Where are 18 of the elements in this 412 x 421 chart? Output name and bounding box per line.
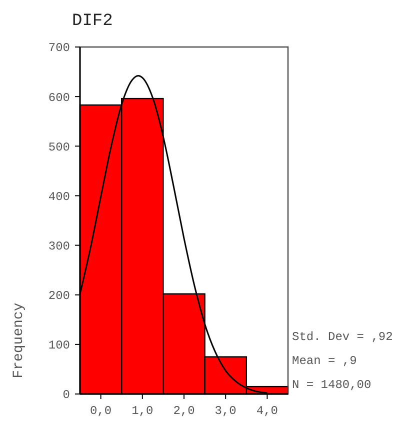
y-tick-label: 600: [48, 90, 70, 105]
text: Std. Dev = ,92: [292, 330, 393, 344]
y-axis-title: Frequency: [11, 302, 27, 378]
y-tick-label: 300: [48, 239, 70, 254]
y-tick-label: 700: [48, 41, 70, 56]
y-tick-label: 500: [48, 140, 70, 154]
y-tick-label: 200: [48, 289, 70, 304]
y-tick-label: 100: [48, 338, 70, 353]
x-tick-label: 1,0: [132, 404, 154, 418]
x-tick-label: 2,0: [173, 404, 195, 418]
x-tick-label: 4,0: [256, 404, 278, 418]
text: Mean = ,9: [292, 354, 357, 368]
x-tick-label: 0,0: [90, 404, 112, 418]
x-tick-label: 3,0: [214, 404, 236, 418]
text: N = 1480,00: [292, 378, 372, 392]
y-tick-label: 0: [62, 388, 70, 402]
y-tick-label: 400: [48, 190, 70, 204]
chart-title: DIF2: [72, 12, 113, 31]
